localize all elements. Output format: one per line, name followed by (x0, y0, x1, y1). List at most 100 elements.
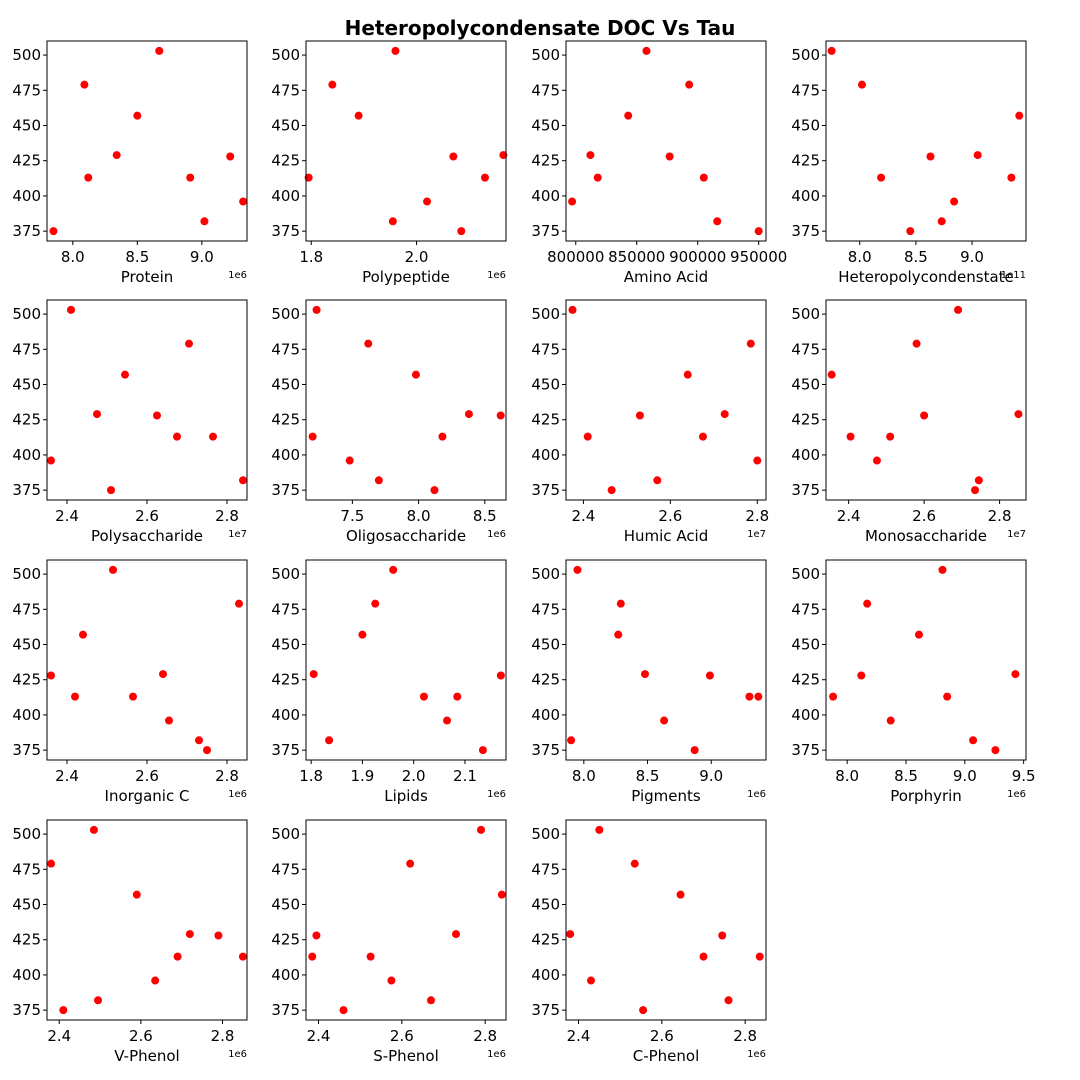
y-tick-label: 500 (271, 825, 300, 843)
x-tick-label: 8.0 (61, 248, 85, 266)
axes-frame (305, 40, 507, 242)
x-tick-label: 950000 (730, 248, 787, 266)
data-point (79, 630, 87, 639)
y-tick-label: 475 (271, 600, 300, 618)
subplot-1: 375 400 425 450 475 500 8.0 8.5 9.0 Protein 1e6 (12, 40, 248, 286)
data-point (109, 565, 117, 574)
y-tick-label: 500 (531, 825, 560, 843)
data-point (121, 370, 129, 379)
data-point (371, 599, 380, 608)
x-tick-label: 9.0 (699, 767, 723, 785)
data-point (93, 410, 101, 419)
data-point (185, 339, 193, 348)
x-tick-label: 2.6 (129, 1027, 153, 1045)
axes-frame (565, 819, 767, 1021)
data-point (304, 173, 313, 182)
data-point (112, 151, 121, 160)
x-tick-label: 2.6 (390, 1027, 414, 1045)
axes-frame (305, 559, 507, 761)
y-tick-label: 400 (531, 446, 560, 464)
x-axis-label: Protein (121, 268, 174, 286)
data-point (47, 671, 55, 680)
data-point (829, 692, 838, 701)
y-tick-label: 475 (12, 600, 41, 618)
data-point (239, 476, 247, 485)
subplot-15: 375 400 425 450 475 500 2.4 2.6 2.8 C-Phenol 1e6 (531, 819, 767, 1065)
data-point (568, 197, 577, 206)
y-tick-label: 425 (271, 671, 300, 689)
data-point (308, 432, 317, 441)
subplot-11: 375 400 425 450 475 500 8.0 8.5 9.0 Pigments 1e6 (531, 559, 767, 805)
x-tick-label: 2.6 (135, 767, 159, 785)
y-tick-label: 375 (791, 741, 820, 759)
x-tick-label: 2.0 (405, 248, 429, 266)
x-tick-label: 2.6 (658, 507, 682, 525)
data-point (698, 432, 707, 441)
data-point (430, 486, 439, 495)
data-point (129, 692, 137, 701)
y-tick-label: 375 (12, 1001, 41, 1019)
data-point (452, 930, 460, 939)
data-point (587, 976, 595, 985)
x-offset-label: 1e6 (487, 270, 506, 281)
x-offset-label: 1e6 (487, 1049, 506, 1060)
y-tick-label: 450 (791, 376, 820, 394)
x-tick-label: 1.9 (350, 767, 374, 785)
x-tick-label: 7.5 (340, 507, 364, 525)
data-point (937, 217, 946, 226)
data-point (699, 952, 708, 961)
x-tick-label: 9.0 (190, 248, 214, 266)
y-tick-label: 500 (271, 565, 300, 583)
y-tick-label: 450 (12, 636, 41, 654)
y-tick-label: 475 (12, 860, 41, 878)
y-tick-label: 450 (271, 896, 300, 914)
axes-frame (46, 819, 248, 1021)
data-point (827, 370, 836, 379)
x-offset-label: 1e7 (1007, 529, 1026, 540)
y-tick-label: 450 (271, 117, 300, 135)
x-tick-label: 9.0 (960, 248, 984, 266)
y-tick-label: 500 (791, 46, 820, 64)
data-point (877, 173, 886, 182)
data-point (84, 173, 93, 182)
x-tick-label: 2.8 (473, 1027, 497, 1045)
data-point (391, 46, 400, 55)
data-point (857, 671, 866, 680)
data-point (389, 565, 398, 574)
y-tick-label: 400 (791, 187, 820, 205)
y-tick-label: 425 (531, 152, 560, 170)
x-offset-label: 1e7 (747, 529, 766, 540)
data-point (938, 565, 947, 574)
x-axis-label: Heteropolycondenstate (838, 268, 1014, 286)
y-tick-label: 425 (12, 931, 41, 949)
data-point (59, 1006, 68, 1015)
y-tick-label: 475 (791, 600, 820, 618)
data-point (593, 173, 602, 182)
data-point (325, 736, 334, 745)
data-point (496, 411, 505, 420)
y-tick-label: 400 (271, 187, 300, 205)
x-tick-label: 8.5 (894, 767, 918, 785)
y-tick-label: 400 (531, 187, 560, 205)
y-tick-label: 500 (12, 46, 41, 64)
data-point (155, 46, 164, 55)
data-point (754, 692, 763, 701)
y-tick-label: 375 (791, 222, 820, 240)
data-point (411, 370, 420, 379)
data-point (595, 825, 604, 834)
data-point (457, 227, 466, 236)
data-point (71, 692, 79, 701)
x-offset-label: 1e6 (228, 789, 247, 800)
y-tick-label: 400 (271, 706, 300, 724)
y-tick-label: 500 (12, 305, 41, 323)
data-point (683, 370, 692, 379)
y-tick-label: 425 (271, 152, 300, 170)
data-point (80, 80, 89, 89)
subplot-7: 375 400 425 450 475 500 2.4 2.6 2.8 Humic Acid 1e7 (531, 299, 769, 545)
data-point (969, 736, 978, 745)
data-point (926, 152, 935, 161)
data-point (753, 456, 762, 465)
data-point (863, 599, 872, 608)
data-point (497, 890, 506, 899)
x-tick-label: 9.0 (953, 767, 977, 785)
